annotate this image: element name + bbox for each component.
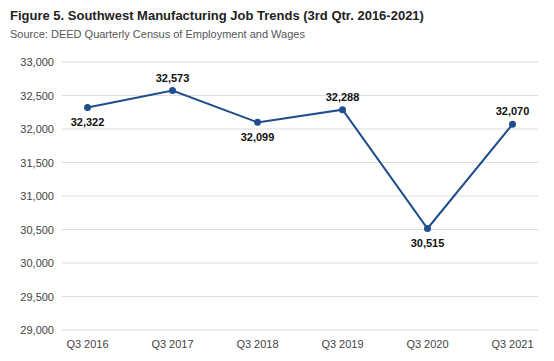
data-label: 32,070 — [496, 105, 530, 117]
y-tick-label: 31,000 — [20, 190, 54, 202]
point — [84, 104, 91, 111]
x-tick-label: Q3 2019 — [321, 338, 363, 350]
point — [169, 87, 176, 94]
point — [339, 106, 346, 113]
grid-line — [62, 162, 538, 163]
y-tick-label: 29,000 — [20, 324, 54, 336]
chart: Figure 5. Southwest Manufacturing Job Tr… — [0, 0, 554, 361]
grid-line — [62, 229, 538, 230]
grid-line — [62, 296, 538, 297]
y-tick-label: 32,500 — [20, 90, 54, 102]
grid-line — [62, 263, 538, 264]
y-tick-label: 29,500 — [20, 291, 54, 303]
grid-line — [62, 95, 538, 96]
x-tick-label: Q3 2016 — [66, 338, 108, 350]
data-label: 32,322 — [71, 116, 105, 128]
x-tick-label: Q3 2021 — [491, 338, 533, 350]
title: Figure 5. Southwest Manufacturing Job Tr… — [10, 8, 424, 23]
subtitle: Source: DEED Quarterly Census of Employm… — [10, 28, 305, 40]
y-axis: 29,000 29,500 30,000 30,500 31,000 31,500 32,0… — [20, 56, 538, 336]
data-labels: 32,322 32,573 32,099 32,288 30,515 32,070 — [71, 72, 530, 250]
y-tick-label: 33,000 — [20, 56, 54, 68]
grid-line — [62, 62, 538, 63]
series — [84, 87, 516, 232]
x-tick-label: Q3 2017 — [151, 338, 193, 350]
y-tick-label: 31,500 — [20, 157, 54, 169]
point — [254, 119, 261, 126]
grid-line — [62, 129, 538, 130]
x-tick-label: Q3 2018 — [236, 338, 278, 350]
y-tick-label: 30,000 — [20, 257, 54, 269]
x-tick-label: Q3 2020 — [406, 338, 448, 350]
point — [424, 225, 431, 232]
y-tick-label: 32,000 — [20, 123, 54, 135]
y-tick-label: 30,500 — [20, 224, 54, 236]
grid-line — [62, 196, 538, 197]
line — [88, 91, 513, 229]
data-label: 32,573 — [156, 72, 190, 84]
point — [509, 121, 516, 128]
data-label: 32,288 — [326, 91, 360, 103]
x-axis: Q3 2016 Q3 2017 Q3 2018 Q3 2019 Q3 2020 Q3 20… — [66, 338, 533, 350]
data-label: 30,515 — [411, 237, 445, 249]
data-label: 32,099 — [241, 131, 275, 143]
grid-line — [62, 330, 538, 331]
